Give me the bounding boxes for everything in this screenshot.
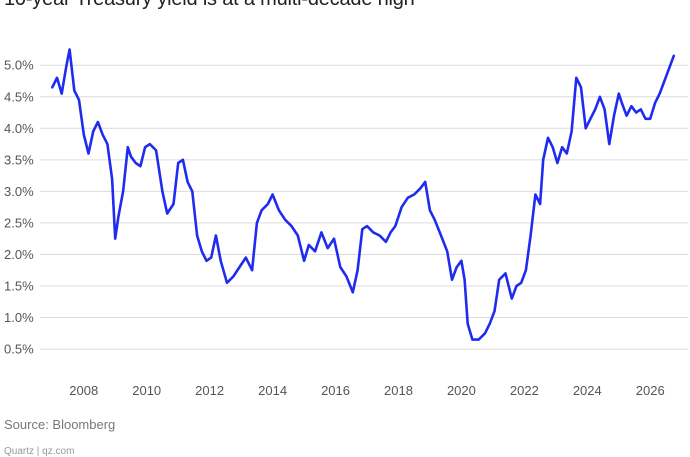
y-tick-label: 2.0% bbox=[4, 247, 34, 262]
x-axis-ticks: 2008 2010 2012 2014 2016 2018 2020 2022 2024 2026 bbox=[69, 383, 664, 398]
x-tick-label: 2010 bbox=[132, 383, 161, 398]
x-tick-label: 2018 bbox=[384, 383, 413, 398]
x-tick-label: 2014 bbox=[258, 383, 287, 398]
x-tick-label: 2016 bbox=[321, 383, 350, 398]
chart-title: 10-year Treasury yield is at a multi-dec… bbox=[4, 0, 415, 11]
gridlines bbox=[40, 64, 688, 350]
y-tick-label: 3.0% bbox=[4, 184, 34, 199]
y-tick-label: 1.5% bbox=[4, 279, 34, 294]
y-tick-label: 4.0% bbox=[4, 121, 34, 136]
x-tick-label: 2012 bbox=[195, 383, 224, 398]
x-tick-label: 2022 bbox=[510, 383, 539, 398]
y-tick-label: 5.0% bbox=[4, 58, 34, 73]
credit-note: Quartz | qz.com bbox=[4, 446, 75, 457]
y-tick-label: 0.5% bbox=[4, 342, 34, 357]
y-tick-label: 3.5% bbox=[4, 152, 34, 167]
yield-series-line bbox=[51, 48, 676, 341]
y-tick-label: 2.5% bbox=[4, 215, 34, 230]
x-tick-label: 2026 bbox=[636, 383, 665, 398]
x-tick-label: 2024 bbox=[573, 383, 602, 398]
x-tick-label: 2008 bbox=[69, 383, 98, 398]
source-note: Source: Bloomberg bbox=[4, 417, 116, 432]
y-tick-label: 1.0% bbox=[4, 310, 34, 325]
y-tick-label: 4.5% bbox=[4, 89, 34, 104]
y-axis-ticks: 0.5% 1.0% 1.5% 2.0% 2.5% 3.0% 3.5% 4.0% 4.5% 5.0% bbox=[4, 58, 34, 357]
x-tick-label: 2020 bbox=[447, 383, 476, 398]
